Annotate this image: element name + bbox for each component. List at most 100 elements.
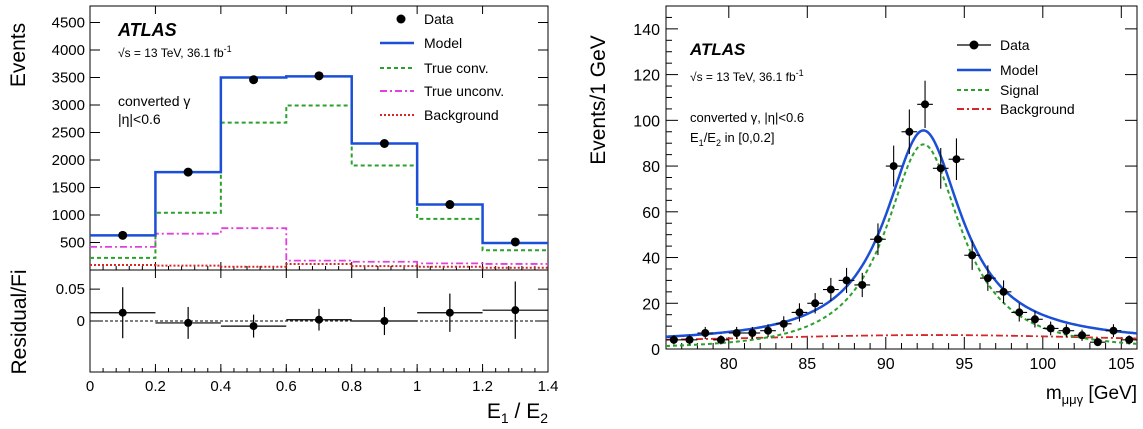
left-bottom-residual-points [90, 281, 548, 339]
right-legend-marker-data [969, 40, 979, 50]
right-y-tick-label: 60 [642, 205, 660, 222]
legend-label-model: Model [424, 35, 462, 51]
right-data-point [842, 276, 851, 285]
left-bottom-axes: 0 0.05 0 0.2 0.4 0.6 0.8 1 1.2 1.4 [56, 270, 559, 395]
x-label-sub1: 1 [501, 410, 509, 426]
right-annotation-tail: in [0,0.2] [721, 130, 774, 145]
right-x-tick-label: 95 [955, 356, 973, 373]
data-point [314, 71, 324, 81]
right-y-tick-label: 40 [642, 251, 660, 268]
right-data-point [936, 164, 945, 173]
right-energy-label: √s = 13 TeV, 36.1 fb-1 [690, 68, 804, 84]
x-tick-label: 0.4 [210, 378, 231, 395]
right-data-point [1030, 315, 1039, 324]
legend-label-true-unconv: True unconv. [424, 83, 504, 99]
right-data-point [685, 335, 694, 344]
right-x-label-unit: [GeV] [1083, 383, 1137, 404]
right-annotation-2: E1/E2 in [0,0.2] [690, 130, 774, 148]
residual-point [445, 308, 454, 317]
left-top-panel: 500 1000 1500 2000 2500 3000 3500 4000 4500 Even… [7, 5, 549, 271]
y-tick-label: 1500 [52, 180, 85, 197]
y-tick-label: 4500 [52, 15, 85, 32]
right-data-point [952, 155, 961, 164]
right-legend-label-model: Model [1000, 62, 1038, 78]
right-data-point [1093, 338, 1102, 347]
right-legend-label-data: Data [1000, 37, 1030, 53]
x-tick-label: 1 [413, 378, 421, 395]
residual-point [511, 306, 520, 315]
residual-point [249, 322, 258, 331]
right-annotation-e: E [690, 130, 699, 145]
right-data-point [826, 285, 835, 294]
right-panel: 0 20 40 60 80 100 120 140 80 85 90 95 100 105 Events/… [587, 5, 1138, 407]
x-tick-label: 0.8 [341, 378, 362, 395]
legend-label-true-conv: True conv. [424, 60, 489, 76]
data-point [445, 200, 455, 210]
legend-label-data: Data [424, 11, 454, 27]
hist-background [90, 262, 548, 269]
residual-y-tick-label: 0.05 [56, 281, 85, 298]
right-y-tick-label: 120 [633, 68, 660, 85]
residual-point [380, 317, 389, 325]
right-annotation-1: converted γ, |η|<0.6 [690, 110, 804, 125]
data-point [249, 75, 259, 85]
right-y-label: Events/1 GeV [587, 35, 610, 165]
right-x-tick-label: 105 [1108, 356, 1135, 373]
right-x-tick-label: 85 [798, 356, 816, 373]
background-curve [665, 334, 1138, 341]
left-top-y-axis: 500 1000 1500 2000 2500 3000 3500 4000 4500 [52, 6, 549, 270]
x-tick-label: 0.2 [145, 378, 166, 395]
right-legend: Data Model Signal Background [957, 37, 1075, 117]
y-tick-label: 1000 [52, 207, 85, 224]
right-data-point [873, 235, 882, 244]
right-y-tick-label: 0 [651, 342, 660, 359]
y-tick-label: 500 [60, 235, 85, 252]
right-data-point [999, 287, 1008, 296]
y-tick-label: 4000 [52, 42, 85, 59]
right-legend-label-signal: Signal [1000, 82, 1039, 98]
left-energy-label: √s = 13 TeV, 36.1 fb-1 [118, 44, 232, 60]
data-point [379, 139, 389, 148]
right-data-point [858, 280, 867, 289]
right-data-point [732, 328, 741, 337]
right-data-point [779, 319, 788, 328]
x-tick-label: 1.2 [472, 378, 493, 395]
right-data-point [716, 335, 725, 344]
right-data-point [889, 162, 898, 171]
right-x-tick-label: 80 [720, 356, 738, 373]
right-x-label-sub: μμγ [1062, 392, 1084, 407]
right-legend-label-background: Background [1000, 101, 1075, 117]
right-y-tick-label: 20 [642, 296, 660, 313]
x-label-mid: / E [509, 400, 541, 423]
right-data-point [983, 274, 992, 283]
signal-curve [665, 143, 1138, 348]
residual-point [184, 318, 193, 327]
residual-y-tick-label: 0 [77, 313, 85, 330]
right-experiment-label: ATLAS [689, 40, 746, 59]
left-legend: Data Model True conv. True unconv. Backg… [380, 11, 504, 123]
right-data-point [1109, 326, 1118, 335]
right-annotation-sub1: 1 [699, 138, 704, 148]
x-tick-label: 0.6 [276, 378, 297, 395]
x-tick-label: 1.4 [538, 378, 559, 395]
left-energy-sup: -1 [224, 44, 232, 54]
right-y-tick-label: 80 [642, 159, 660, 176]
residual-point [315, 315, 323, 324]
data-point [510, 237, 520, 247]
x-label-sub2: 2 [540, 410, 548, 426]
residual-point [118, 308, 127, 317]
left-top-data-points [118, 71, 520, 247]
left-annotation-2: |η|<0.6 [118, 111, 161, 127]
left-energy-text: √s = 13 TeV, 36.1 fb [118, 46, 224, 60]
data-point [118, 230, 128, 240]
right-curves [665, 129, 1138, 348]
right-x-tick-label: 100 [1029, 356, 1056, 373]
left-bottom-y-label: Residual/Fi [8, 269, 31, 374]
right-annotation-mid: /E [704, 130, 717, 145]
right-data-point [1078, 331, 1087, 340]
data-point [183, 167, 193, 177]
right-data-points [666, 80, 1137, 347]
x-label-e1: E [487, 400, 501, 423]
right-data-point [764, 326, 773, 335]
